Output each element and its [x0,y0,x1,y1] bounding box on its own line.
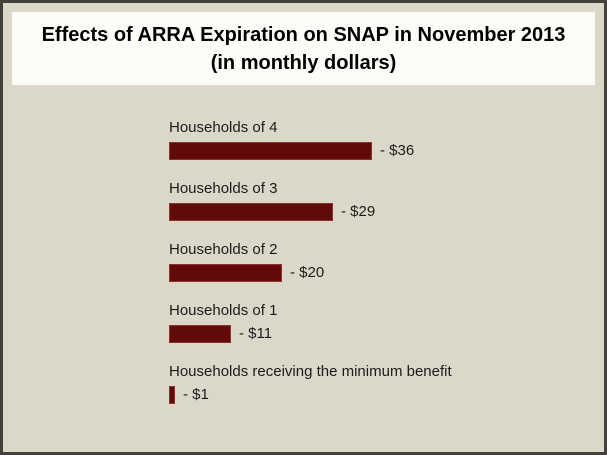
bar-label: Households of 2 [169,241,278,258]
chart-title-line-1: Effects of ARRA Expiration on SNAP in No… [41,23,566,46]
bar-group: Households of 4 - $36 [169,118,594,160]
bar-group: Households of 1 - $11 [169,301,594,343]
bar [169,325,231,343]
bar-label: Households receiving the minimum benefit [169,363,452,380]
bar-value: - $36 [380,142,415,159]
bar [169,264,282,282]
bar [169,203,333,221]
bar [169,142,372,160]
bar [169,386,175,404]
bar-group: Households of 2 - $20 [169,240,594,282]
bar-row: - $36 [169,142,594,160]
bar-label: Households of 1 [169,302,278,319]
bar-row: - $11 [169,325,594,343]
chart-title: Effects of ARRA Expiration on SNAP in No… [12,12,595,85]
bar-value: - $29 [341,203,376,220]
bar-row: - $20 [169,264,594,282]
chart-title-line-2: (in monthly dollars) [210,51,397,74]
bar-value: - $20 [290,264,325,281]
bar-row: - $29 [169,203,594,221]
bar-value: - $11 [239,325,273,342]
bar-groups: Households of 4 - $36 Households of 3 - $29… [169,118,594,423]
bar-row: - $1 [169,386,594,404]
bar-label: Households of 3 [169,180,278,197]
bar-label: Households of 4 [169,119,278,136]
bar-value: - $1 [183,386,209,403]
bar-group: Households of 3 - $29 [169,179,594,221]
bar-group: Households receiving the minimum benefit… [169,362,594,404]
